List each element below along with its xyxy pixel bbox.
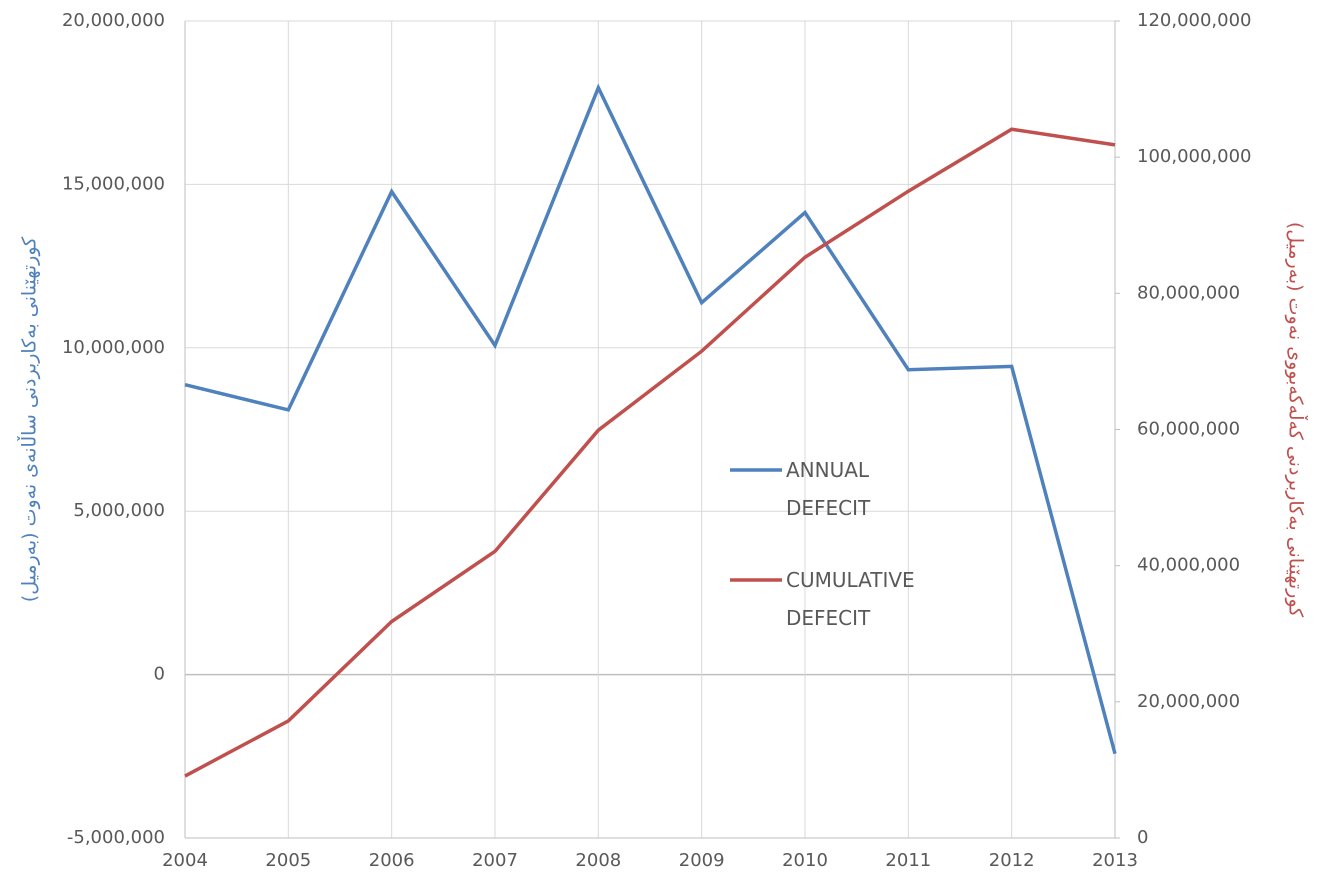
y2-tick-label: 0 [1137,827,1148,848]
x-tick-label: 2004 [162,850,208,871]
y-axis-title: کورتهێنانی بەکاربردنی ساڵانەی نەوت (بەرم… [17,236,41,602]
x-tick-label: 2012 [989,850,1035,871]
x-tick-label: 2007 [472,850,518,871]
y2-tick-label: 20,000,000 [1137,691,1240,712]
y-tick-label: 20,000,000 [62,10,165,31]
y-tick-label: 0 [154,664,165,685]
y2-tick-label: 80,000,000 [1137,282,1240,303]
x-tick-label: 2006 [369,850,415,871]
y2-axis-title: کورتهێنانی بەکاربردنی کەڵەکەبووی نەوت (ب… [1285,222,1309,618]
y2-tick-label: 100,000,000 [1137,146,1252,167]
series-line [184,83,1117,755]
x-tick-label: 2010 [782,850,828,871]
x-tick-label: 2009 [679,850,725,871]
x-tick-label: 2005 [265,850,311,871]
y-tick-label: 15,000,000 [62,173,165,194]
y2-tick-label: 60,000,000 [1137,419,1240,440]
y-tick-label: -5,000,000 [67,827,165,848]
legend-label: CUMULATIVE DEFECIT [786,568,915,630]
x-tick-label: 2011 [885,850,931,871]
y2-tick-label: 120,000,000 [1137,10,1252,31]
x-tick-label: 2008 [575,850,621,871]
y-tick-label: 5,000,000 [73,500,165,521]
x-tick-label: 2013 [1092,850,1138,871]
y-tick-label: 10,000,000 [62,337,165,358]
legend-label: ANNUAL DEFECIT [786,458,871,520]
y2-tick-label: 40,000,000 [1137,555,1240,576]
series-line [184,127,1116,778]
